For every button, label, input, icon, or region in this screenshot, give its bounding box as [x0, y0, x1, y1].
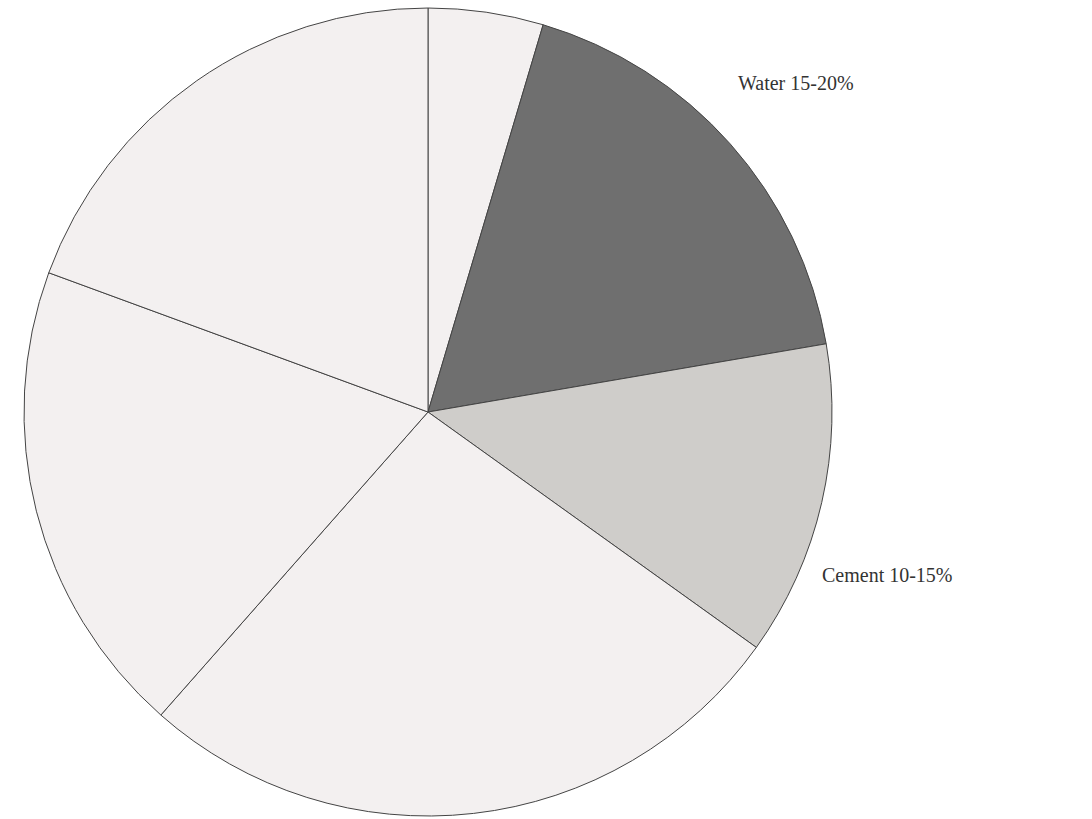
- svg-text:Cement 10-15%: Cement 10-15%: [822, 564, 953, 586]
- svg-text:Water 15-20%: Water 15-20%: [738, 72, 854, 94]
